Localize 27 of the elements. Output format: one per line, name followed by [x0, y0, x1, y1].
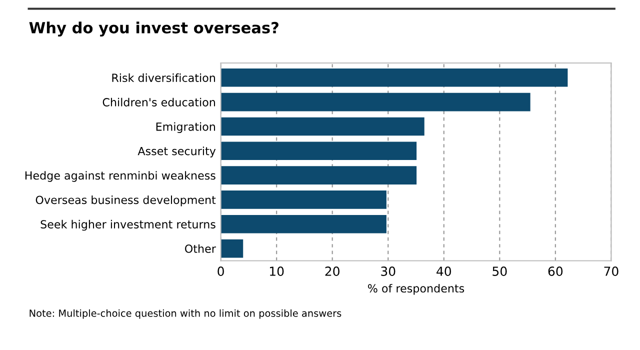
x-tick-label: 20 — [325, 266, 340, 276]
x-tick-label: 50 — [492, 266, 507, 276]
chart-title: Why do you invest overseas? — [29, 22, 278, 37]
bar — [220, 68, 568, 87]
x-tick-label: 30 — [381, 266, 396, 276]
x-tick-label: 60 — [548, 266, 563, 276]
bar — [220, 117, 424, 136]
bar — [220, 214, 386, 234]
x-tick-label: 10 — [270, 266, 284, 276]
y-tick-label: Children's education — [102, 98, 215, 106]
y-tick-label: Other — [185, 244, 216, 253]
x-tick-label: 70 — [604, 266, 618, 276]
bar — [220, 239, 244, 258]
bar — [220, 190, 386, 209]
y-tick-label: Seek higher investment returns — [40, 220, 216, 231]
x-tick-label: 0 — [218, 266, 224, 276]
y-tick-label: Asset security — [138, 146, 216, 158]
y-tick-label: Emigration — [156, 122, 215, 134]
y-tick-label: Overseas business development — [36, 195, 216, 206]
bar — [220, 92, 530, 112]
x-axis-title: % of respondents — [368, 284, 464, 295]
y-tick-label: Hedge against renminbi weakness — [25, 171, 216, 182]
x-tick-label: 40 — [436, 266, 452, 276]
text: Note: Multiple-choice question with no limit on possible answers — [30, 309, 342, 319]
y-tick-label: Risk diversification — [112, 73, 215, 82]
bar — [220, 166, 417, 184]
bar — [220, 142, 417, 160]
